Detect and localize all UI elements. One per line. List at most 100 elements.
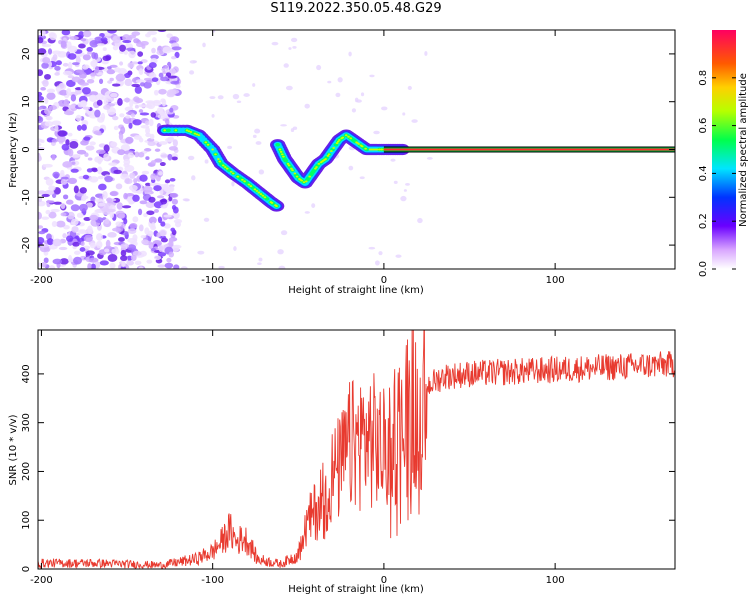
- noise-speck: [162, 65, 169, 69]
- noise-speck: [62, 62, 69, 67]
- noise-speck: [369, 74, 375, 78]
- noise-speck: [118, 213, 125, 219]
- ridge-blob: [300, 179, 304, 182]
- ridge-blob: [193, 132, 197, 135]
- noise-speck: [102, 47, 107, 52]
- noise-speck: [145, 126, 151, 135]
- noise-speck: [38, 142, 42, 147]
- ridge-blob: [335, 142, 339, 145]
- y-tick-label: 400: [21, 364, 32, 383]
- noise-speck: [44, 121, 54, 127]
- noise-speck: [156, 50, 165, 56]
- ridge-blob: [293, 172, 297, 175]
- noise-speck: [80, 100, 88, 107]
- noise-speck: [115, 183, 123, 190]
- noise-speck: [252, 134, 257, 139]
- noise-speck: [77, 229, 88, 234]
- noise-speck: [158, 72, 164, 78]
- ridge-blob: [275, 205, 278, 208]
- noise-speck: [46, 88, 56, 93]
- ridge-blob: [223, 166, 227, 168]
- noise-speck: [71, 161, 76, 165]
- noise-speck: [311, 203, 316, 208]
- noise-speck: [62, 70, 73, 76]
- noise-speck: [122, 34, 131, 42]
- noise-speck: [120, 266, 127, 269]
- noise-speck: [120, 249, 127, 257]
- noise-speck: [112, 227, 121, 232]
- noise-speck: [169, 177, 176, 182]
- noise-speck: [63, 225, 70, 230]
- noise-speck: [426, 157, 433, 160]
- noise-speck: [125, 115, 131, 119]
- noise-speck: [97, 175, 104, 180]
- noise-speck: [373, 130, 380, 135]
- noise-speck: [99, 78, 104, 85]
- noise-speck: [103, 98, 109, 106]
- noise-speck: [170, 80, 180, 85]
- noise-speck: [109, 210, 115, 219]
- ridge-blob: [236, 175, 240, 178]
- noise-speck: [60, 179, 68, 185]
- noise-speck: [102, 55, 111, 62]
- noise-speck: [134, 85, 142, 94]
- noise-speck: [157, 171, 163, 176]
- noise-speck: [51, 220, 58, 227]
- noise-speck: [182, 198, 190, 202]
- noise-speck: [38, 190, 47, 195]
- noise-speck: [49, 32, 57, 41]
- snr-series: [38, 330, 675, 569]
- noise-speck: [171, 46, 182, 51]
- noise-speck: [129, 172, 136, 179]
- noise-speck: [55, 60, 62, 66]
- noise-speck: [348, 51, 352, 57]
- noise-speck: [94, 109, 101, 118]
- noise-speck: [120, 255, 128, 262]
- noise-speck: [103, 144, 110, 153]
- noise-speck: [38, 106, 44, 111]
- noise-speck: [104, 248, 110, 253]
- noise-speck: [150, 112, 157, 118]
- noise-speck: [54, 65, 61, 71]
- noise-speck: [47, 48, 53, 55]
- noise-speck: [145, 156, 150, 161]
- ridge-blob: [174, 129, 178, 132]
- noise-speck: [354, 97, 359, 103]
- ridge-blob: [378, 148, 381, 151]
- noise-speck: [54, 72, 60, 76]
- noise-speck: [157, 252, 167, 257]
- noise-speck: [89, 94, 97, 102]
- noise-speck: [189, 60, 197, 64]
- noise-speck: [134, 97, 144, 104]
- noise-speck: [124, 178, 133, 185]
- noise-speck: [73, 256, 83, 265]
- snr-frame: [37, 329, 676, 570]
- noise-speck: [171, 55, 177, 60]
- noise-speck: [137, 51, 144, 57]
- noise-speck: [66, 41, 72, 50]
- noise-speck: [211, 114, 215, 118]
- noise-speck: [139, 112, 150, 116]
- noise-speck: [127, 228, 137, 235]
- noise-speck: [86, 168, 93, 173]
- noise-speck: [67, 148, 74, 157]
- snr-x-label: Height of straight line (km): [288, 584, 424, 595]
- x-tick-label: -200: [30, 275, 53, 286]
- noise-speck: [69, 104, 76, 109]
- noise-speck: [202, 42, 206, 48]
- colorbar-gradient: [712, 30, 736, 269]
- noise-speck: [41, 216, 50, 220]
- noise-speck: [85, 202, 93, 208]
- noise-speck: [92, 125, 100, 132]
- noise-speck: [149, 133, 155, 140]
- noise-speck: [156, 195, 165, 199]
- ridge-blob: [282, 155, 285, 158]
- ridge-blob: [341, 136, 345, 139]
- y-tick-label: -10: [21, 189, 32, 205]
- noise-speck: [164, 179, 171, 184]
- noise-speck: [42, 79, 49, 87]
- noise-speck: [38, 196, 43, 203]
- noise-speck: [203, 217, 210, 222]
- noise-speck: [72, 241, 80, 247]
- ridge-blob: [249, 185, 253, 188]
